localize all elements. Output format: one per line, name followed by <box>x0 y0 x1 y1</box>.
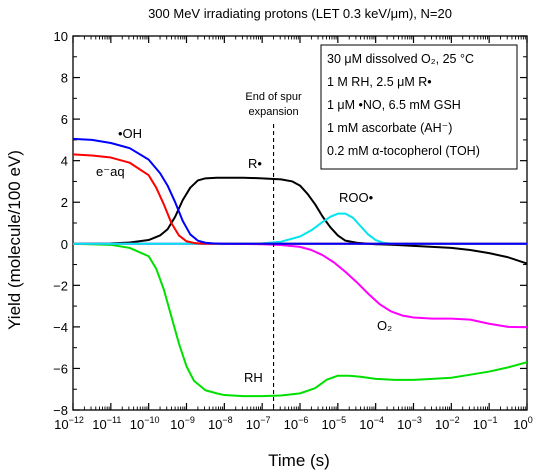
x-tick-label: 100 <box>513 415 532 432</box>
x-tick-label: 10−12 <box>54 415 84 432</box>
y-tick-label: 2 <box>61 195 68 210</box>
y-tick-label: −8 <box>53 403 68 418</box>
series-line <box>72 137 527 245</box>
y-tick-label: 8 <box>61 71 68 86</box>
series-line <box>72 176 528 265</box>
x-axis: 10−12 10−11 10−10 10−9 10−8 10−7 10−6 10−5 10−4 1… <box>54 36 533 432</box>
series-lines <box>72 137 528 398</box>
x-axis-title: Time (s) <box>268 451 330 470</box>
series-label: e⁻aq <box>96 164 125 179</box>
series-label: •OH <box>118 126 142 141</box>
x-tick-label: 10−11 <box>92 415 121 432</box>
x-tick-label: 10−2 <box>435 415 460 432</box>
y-tick-label: 0 <box>61 237 68 252</box>
condition-line: 30 μM dissolved O₂, 25 °C <box>327 52 474 66</box>
series-line <box>73 242 528 329</box>
y-tick-label: −4 <box>53 320 68 335</box>
x-tick-label: 10−4 <box>359 415 384 432</box>
x-tick-label: 10−8 <box>208 415 233 432</box>
x-tick-label: 10−1 <box>473 415 498 432</box>
x-tick-label: 10−3 <box>397 415 422 432</box>
spur-annotation-line2: expansion <box>248 106 298 118</box>
condition-line: 1 M RH, 2.5 μM R• <box>327 75 432 89</box>
condition-line: 1 mM ascorbate (AH⁻) <box>327 121 452 135</box>
y-tick-label: 10 <box>54 29 68 44</box>
y-tick-label: −2 <box>53 278 68 293</box>
spur-annotation: End of spur expansion <box>245 91 302 410</box>
x-tick-label: 10−7 <box>246 415 271 432</box>
x-tick-label: 10−10 <box>130 415 160 432</box>
x-tick-label: 10−5 <box>321 415 346 432</box>
y-tick-label: 4 <box>61 154 68 169</box>
x-tick-label: 10−9 <box>170 415 195 432</box>
y-tick-label: 6 <box>61 112 68 127</box>
y-axis: −8 −6 −4 −2 0 2 4 6 8 10 <box>53 29 527 418</box>
x-tick-label: 10−6 <box>284 415 309 432</box>
y-tick-label: −6 <box>53 361 68 376</box>
conditions-box: 30 μM dissolved O₂, 25 °C 1 M RH, 2.5 μM … <box>320 44 518 170</box>
conditions-border <box>320 44 518 170</box>
condition-line: 0.2 mM α-tocopherol (TOH) <box>327 144 480 158</box>
series-line <box>73 212 527 245</box>
series-labels: •OH e⁻aq R• ROO• O₂ RH <box>96 126 392 385</box>
series-label: R• <box>248 156 262 171</box>
spur-annotation-line1: End of spur <box>245 91 302 103</box>
chart-title: 300 MeV irradiating protons (LET 0.3 keV… <box>148 6 452 21</box>
condition-line: 1 μM •NO, 6.5 mM GSH <box>327 98 461 112</box>
series-line <box>72 242 528 398</box>
series-label: ROO• <box>339 190 374 205</box>
series-label: O₂ <box>377 318 392 333</box>
series-label: RH <box>244 370 263 385</box>
y-axis-title: Yield (molecule/100 eV) <box>5 150 24 330</box>
